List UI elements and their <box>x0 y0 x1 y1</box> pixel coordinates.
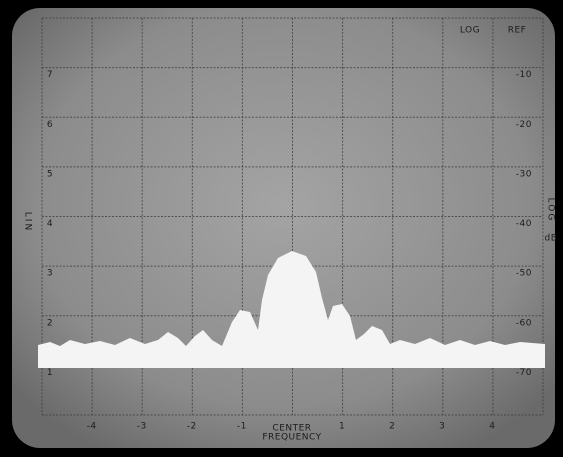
frequency-tick-label: -4 <box>87 422 97 432</box>
log-tick-label: -70 <box>516 368 532 378</box>
frequency-tick-label: 4 <box>489 422 495 432</box>
frequency-tick-label: 3 <box>439 422 445 432</box>
spectrum-trace <box>38 251 545 368</box>
frequency-label: FREQUENCY <box>262 433 321 443</box>
frequency-tick-label: -3 <box>137 422 147 432</box>
center-label: CENTER <box>272 424 311 434</box>
frequency-tick-label: 1 <box>339 422 345 432</box>
db-label: dB <box>545 234 558 244</box>
lin-tick-label: 5 <box>47 169 53 179</box>
log-axis-label: LOG <box>546 198 556 223</box>
lin-tick-label: 7 <box>47 70 53 80</box>
log-tick-label: -10 <box>516 70 532 80</box>
log-tick-label: -30 <box>516 169 532 179</box>
log-tick-label: -50 <box>516 269 532 279</box>
log-label: LOG <box>460 26 480 36</box>
log-tick-label: -60 <box>516 318 532 328</box>
screen <box>12 8 555 448</box>
lin-label: LIN <box>23 212 33 232</box>
frequency-tick-label: -1 <box>237 422 247 432</box>
lin-tick-label: 1 <box>47 368 53 378</box>
lin-tick-label: 6 <box>47 120 53 130</box>
frequency-tick-label: 2 <box>389 422 395 432</box>
ref-label: REF <box>508 26 527 36</box>
log-tick-label: -40 <box>516 219 532 229</box>
lin-tick-label: 2 <box>47 318 53 328</box>
frequency-tick-label: -2 <box>187 422 197 432</box>
lin-tick-label: 4 <box>47 219 53 229</box>
lin-tick-label: 3 <box>47 269 53 279</box>
log-tick-label: -20 <box>516 120 532 130</box>
